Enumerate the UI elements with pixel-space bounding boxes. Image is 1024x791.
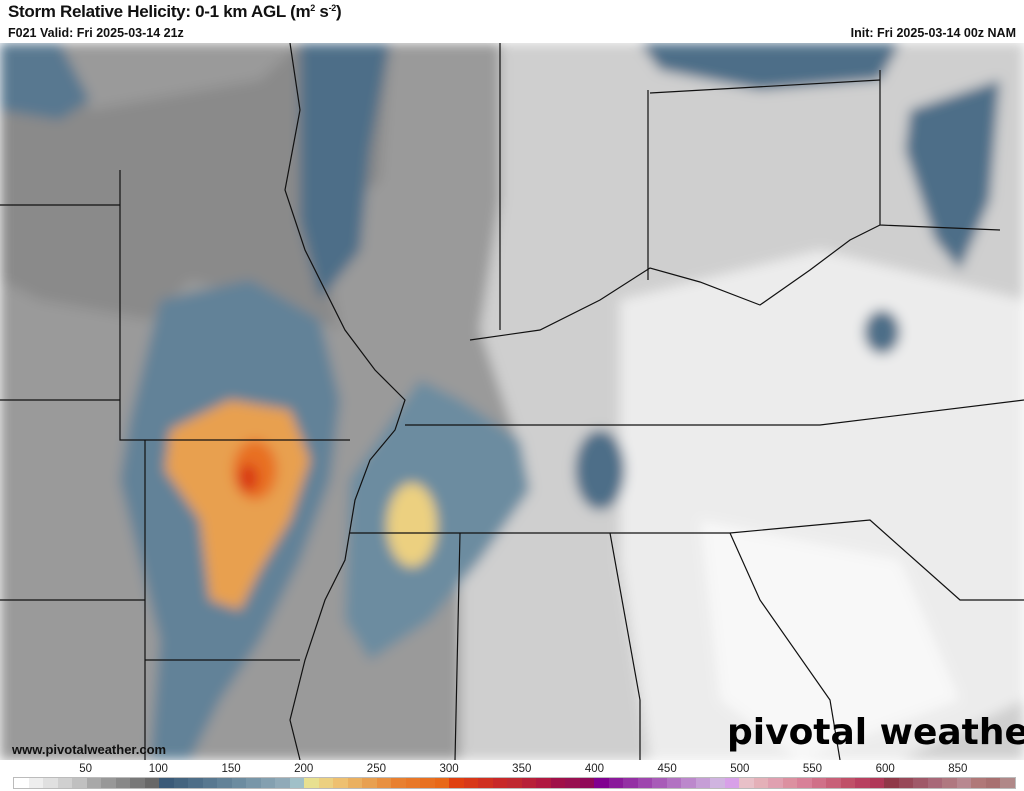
colorbar-cell (666, 778, 681, 788)
colorbar-cell (739, 778, 754, 788)
colorbar-label: 550 (802, 763, 823, 775)
colorbar-cell (246, 778, 261, 788)
colorbar-label: 400 (584, 763, 605, 775)
watermark-url: www.pivotalweather.com (12, 742, 167, 757)
colorbar-label: 350 (512, 763, 532, 775)
pivotal-weather-logo: pivotal weather (727, 712, 1024, 753)
colorbar-cell (913, 778, 928, 788)
colorbar-cell (710, 778, 725, 788)
colorbar-cell (507, 778, 522, 788)
colorbar-cell (130, 778, 145, 788)
colorbar-cell (72, 778, 87, 788)
colorbar-cell (971, 778, 986, 788)
colorbar-label: 150 (221, 763, 241, 775)
colorbar-cell (86, 778, 101, 788)
colorbar-cell (550, 778, 565, 788)
colorbar-cell (202, 778, 217, 788)
colorbar-cell (420, 778, 435, 788)
colorbar-cell (956, 778, 971, 788)
colorbar-cell (753, 778, 768, 788)
colorbar-cell (231, 778, 246, 788)
colorbar-cell (318, 778, 333, 788)
colorbar-cell (449, 778, 464, 788)
colorbar-cell (260, 778, 275, 788)
map-title: Storm Relative Helicity: 0-1 km AGL (m2 … (8, 2, 342, 21)
colorbar-cell (333, 778, 348, 788)
colorbar-cell (521, 778, 536, 788)
colorbar-cell (579, 778, 594, 788)
colorbar-cell (942, 778, 957, 788)
colorbar-cell (768, 778, 783, 788)
colorbar-cell (347, 778, 362, 788)
colorbar-cell (217, 778, 232, 788)
colorbar-cell (14, 778, 29, 788)
colorbar-labels: 50 100 150 200 250 300 350 400 450 500 550 600 850 (0, 762, 1024, 776)
colorbar-cell (478, 778, 493, 788)
colorbar-label: 600 (875, 763, 895, 775)
colorbar-cell (536, 778, 551, 788)
colorbar-cell (782, 778, 797, 788)
colorbar-cell (608, 778, 623, 788)
colorbar-cell (695, 778, 710, 788)
colorbar-cell (826, 778, 841, 788)
colorbar-cell (840, 778, 855, 788)
colorbar-cell (985, 778, 1000, 788)
colorbar-cell (797, 778, 812, 788)
colorbar-cell (391, 778, 406, 788)
colorbar-cell (565, 778, 580, 788)
colorbar-cell (434, 778, 449, 788)
colorbar-label: 500 (730, 763, 750, 775)
colorbar-cell (43, 778, 58, 788)
colorbar-cell (811, 778, 826, 788)
init-time: Init: Fri 2025-03-14 00z NAM (850, 26, 1016, 40)
colorbar-cell (681, 778, 696, 788)
colorbar-cell (724, 778, 739, 788)
colorbar-label: 850 (948, 763, 968, 775)
colorbar-cell (362, 778, 377, 788)
colorbar-cell (173, 778, 188, 788)
colorbar-cell (623, 778, 638, 788)
colorbar-cell (463, 778, 478, 788)
colorbar-cell (159, 778, 174, 788)
colorbar-cell (304, 778, 319, 788)
colorbar-label: 450 (657, 763, 677, 775)
colorbar-cell (927, 778, 942, 788)
colorbar-label: 100 (148, 763, 168, 775)
colorbar-cell (57, 778, 72, 788)
state-borders (0, 43, 1024, 760)
colorbar-cell (492, 778, 507, 788)
colorbar-cell (405, 778, 420, 788)
colorbar-label: 50 (79, 763, 93, 775)
colorbar-cell (188, 778, 203, 788)
colorbar-cell (898, 778, 913, 788)
colorbar (13, 777, 1016, 789)
colorbar-cell (594, 778, 609, 788)
colorbar-cell (1000, 778, 1015, 788)
helicity-map (0, 43, 1024, 760)
colorbar-cell (289, 778, 304, 788)
colorbar-cell (637, 778, 652, 788)
colorbar-cell (28, 778, 43, 788)
shaded-field (0, 43, 1024, 760)
colorbar-cell (884, 778, 899, 788)
colorbar-label: 300 (439, 763, 459, 775)
colorbar-cell (652, 778, 667, 788)
colorbar-cell (869, 778, 884, 788)
colorbar-cell (115, 778, 130, 788)
colorbar-cell (144, 778, 159, 788)
colorbar-label: 250 (366, 763, 386, 775)
colorbar-cell (376, 778, 391, 788)
colorbar-cell (101, 778, 116, 788)
colorbar-cell (275, 778, 290, 788)
valid-time: F021 Valid: Fri 2025-03-14 21z (8, 26, 184, 40)
colorbar-cell (855, 778, 870, 788)
colorbar-label: 200 (294, 763, 314, 775)
